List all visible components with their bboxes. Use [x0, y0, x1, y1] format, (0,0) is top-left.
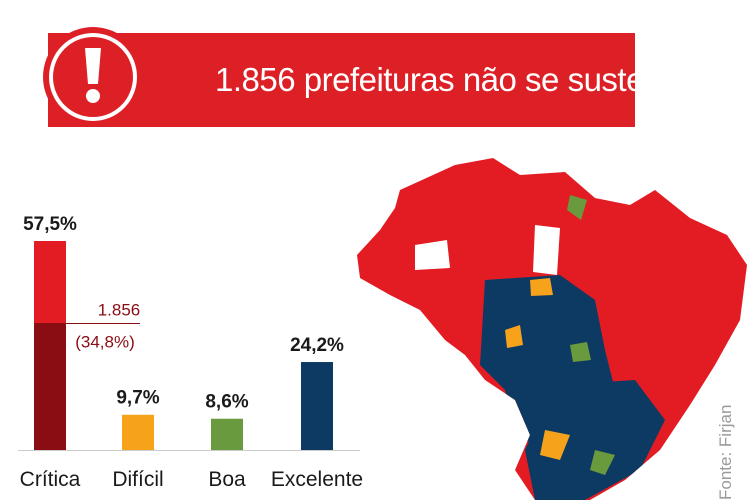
- brazil-map-icon: [357, 158, 747, 500]
- bar-1-stacked-segment: [34, 323, 66, 450]
- stacked-label-percent: (34,8%): [75, 333, 135, 352]
- bar-3: [211, 418, 243, 450]
- bar-2: [122, 414, 154, 450]
- data-label-1: 57,5%: [23, 214, 77, 235]
- category-label-1: Crítica: [20, 468, 81, 491]
- data-label-4: 24,2%: [290, 335, 344, 356]
- exclamation-icon: [43, 27, 143, 127]
- data-label-2: 9,7%: [116, 388, 159, 409]
- headline-title: 1.856 prefeituras não se sustentam: [215, 61, 716, 98]
- source-note: Fonte: Firjan: [716, 404, 735, 500]
- category-label-4: Excelente: [271, 468, 363, 491]
- bar-4: [301, 362, 333, 450]
- category-label-2: Difícil: [112, 468, 163, 491]
- headline-banner: 1.856 prefeituras não se sustentam: [48, 33, 716, 127]
- category-label-3: Boa: [208, 468, 246, 491]
- stacked-label-count: 1.856: [98, 301, 141, 320]
- data-label-3: 8,6%: [205, 392, 248, 413]
